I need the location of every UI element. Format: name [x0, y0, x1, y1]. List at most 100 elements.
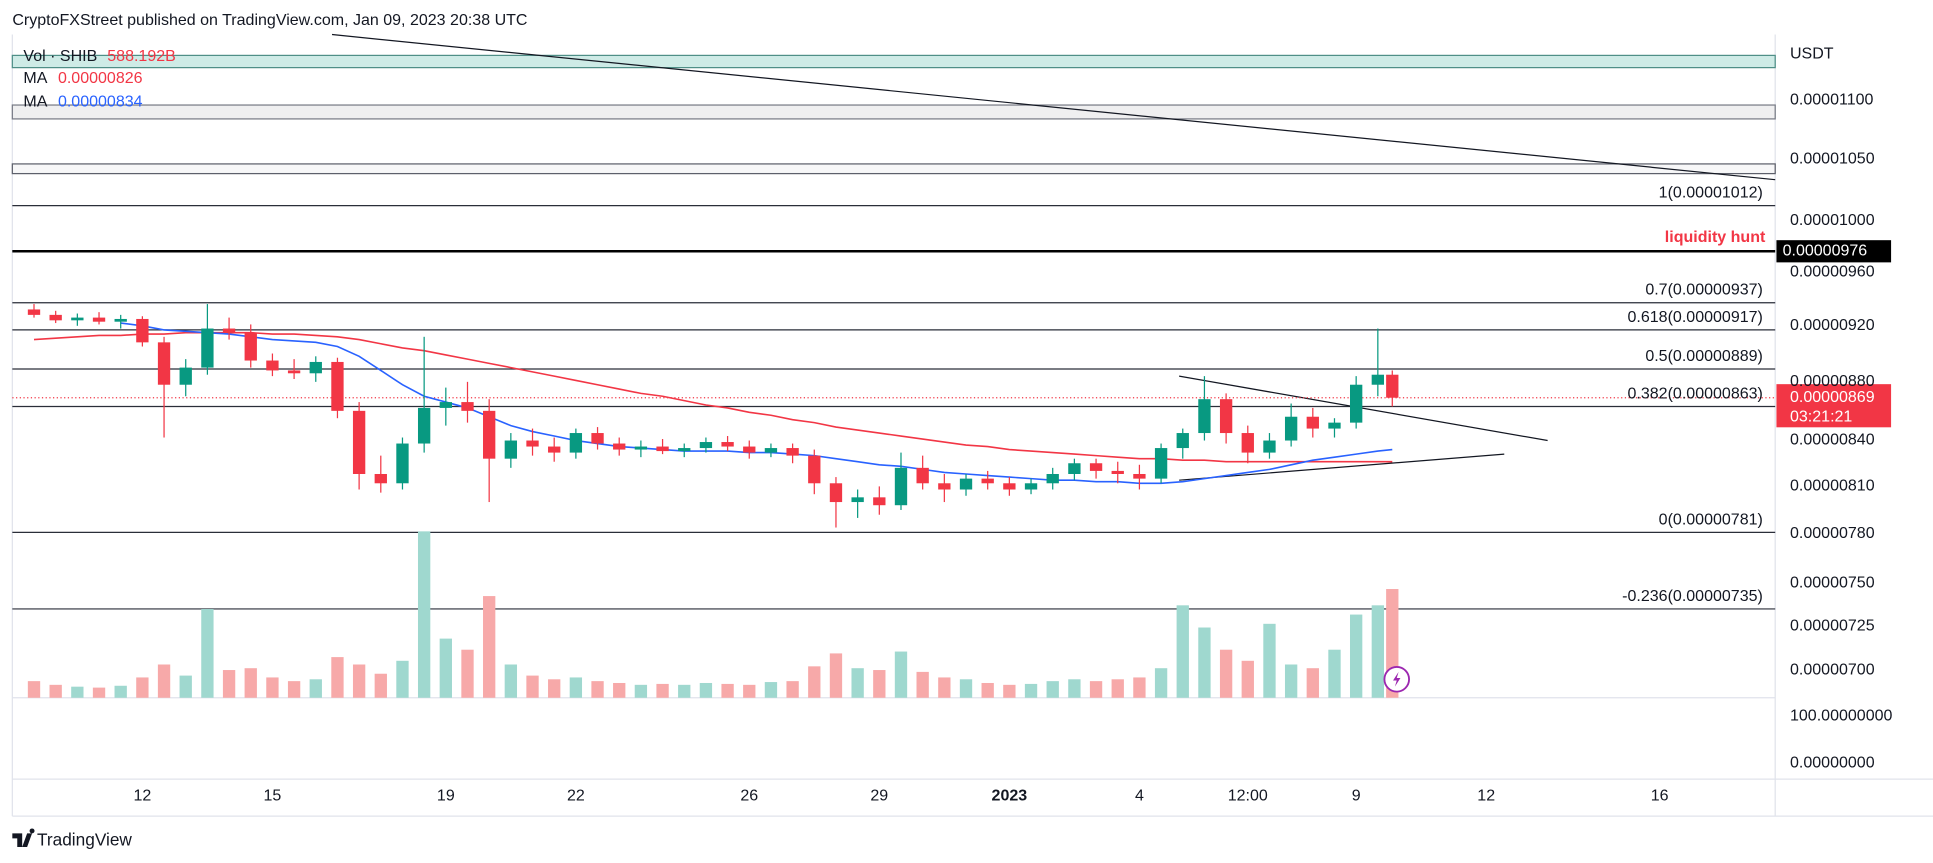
candle-body [894, 467, 908, 506]
y-tick-label: 0.00000780 [1790, 524, 1875, 542]
candle-body [1198, 399, 1211, 434]
y-tick-label: 0.00000840 [1790, 431, 1875, 449]
trendline [331, 33, 1776, 181]
fib-label: 0.7(0.00000937) [1645, 281, 1763, 299]
volume-bar [157, 664, 171, 698]
candle-body [179, 367, 192, 385]
volume-bar [743, 684, 756, 698]
volume-bar [1328, 649, 1341, 698]
candle-body [396, 443, 409, 484]
volume-bar [1349, 614, 1363, 698]
candle-body [1219, 399, 1233, 434]
candle-body [1176, 433, 1189, 449]
candle-body [1263, 440, 1276, 453]
volume-bar [808, 666, 821, 698]
ma-line [33, 331, 1393, 463]
volume-bar [1111, 679, 1124, 698]
volume-bar [222, 670, 236, 698]
ma-legend-name: MA [23, 69, 47, 87]
y-tick-label: 0.00000960 [1790, 262, 1875, 280]
volume-bar [1046, 681, 1059, 698]
ma-legend-name: MA [23, 93, 47, 111]
volume-bar [938, 677, 951, 698]
volume-legend-name: Vol · SHIB [23, 47, 97, 65]
x-tick-label: 12:00 [1228, 787, 1268, 805]
volume-bar [699, 682, 713, 698]
volume-bar [27, 681, 41, 698]
volume-bar [634, 684, 648, 698]
candle-body [873, 497, 886, 506]
volume-bar [526, 675, 539, 698]
volume-bar [851, 668, 864, 698]
candle-body [1024, 483, 1038, 490]
volume-legend-value: 588.192B [107, 47, 176, 65]
candle-body [222, 328, 236, 333]
x-tick-label: 19 [437, 787, 455, 805]
candle-body [136, 318, 149, 343]
volume-bar [764, 682, 778, 698]
candle-body [699, 442, 713, 449]
y-tick-label: 0.00001050 [1790, 149, 1875, 167]
candle-body [49, 314, 62, 321]
volume-bar [49, 684, 62, 698]
volume-bar [71, 686, 84, 698]
last-price-box [1776, 384, 1892, 428]
ma-legend-value: 0.00000826 [58, 69, 143, 87]
fib-label: 1(0.00001012) [1659, 184, 1763, 202]
volume-bar [244, 668, 257, 698]
volume [27, 531, 1399, 698]
volume-bar [1068, 679, 1081, 698]
volume-bar [461, 649, 474, 698]
volume-bar [352, 664, 366, 698]
volume-bar [613, 682, 626, 698]
volume-bar [483, 596, 496, 698]
candle-body [743, 446, 756, 453]
logo-mark [12, 828, 35, 847]
x-tick-label: 26 [740, 787, 758, 805]
candle-body [287, 370, 301, 374]
volume-bar [201, 609, 214, 698]
y-tick-label: 0.00000700 [1790, 661, 1875, 679]
candle-body [916, 467, 929, 484]
fib-label: 0(0.00000781) [1659, 510, 1763, 528]
volume-bar [374, 673, 387, 698]
volume-bar [1198, 627, 1211, 698]
volume-bar [179, 675, 192, 698]
y-tick-label: 0.00001000 [1790, 211, 1875, 229]
candle-body [483, 410, 496, 459]
candle-body [1349, 384, 1363, 423]
labels: 1(0.00001012) 0.7(0.00000937) 0.618(0.0000… [1622, 184, 1892, 605]
candle-body [374, 473, 387, 484]
candle-body [71, 317, 84, 321]
price-zone [11, 54, 1776, 69]
publish-header: CryptoFXStreet published on TradingView.… [12, 11, 527, 29]
x-tick-label: 12 [1477, 787, 1495, 805]
candle-body [1003, 483, 1016, 490]
volume-bar [309, 679, 322, 698]
x-tick-label: 22 [567, 787, 585, 805]
volume-bar [981, 682, 994, 698]
volume-bar [136, 677, 149, 698]
x-tick-label: 15 [264, 787, 282, 805]
y-tick-label: 0.00000810 [1790, 477, 1875, 495]
y-tick-label: 0.00000880 [1790, 372, 1875, 390]
volume-bar [959, 679, 973, 698]
candle-body [1133, 473, 1146, 479]
liquidity-label: liquidity hunt [1665, 228, 1766, 246]
volume-bar [1176, 605, 1189, 698]
volume-bar [331, 657, 344, 698]
candle-body [548, 446, 561, 453]
countdown: 03:21:21 [1790, 408, 1852, 426]
trendline [1179, 453, 1505, 481]
candle-body [244, 332, 257, 361]
volume-bar [396, 660, 409, 698]
x-tick-label: 9 [1352, 787, 1361, 805]
liquidity-price: 0.00000976 [1783, 242, 1868, 260]
candle-body [417, 407, 431, 444]
volume-bar [1024, 683, 1038, 698]
volume-bar [829, 653, 843, 698]
volume-bar [1003, 684, 1016, 698]
